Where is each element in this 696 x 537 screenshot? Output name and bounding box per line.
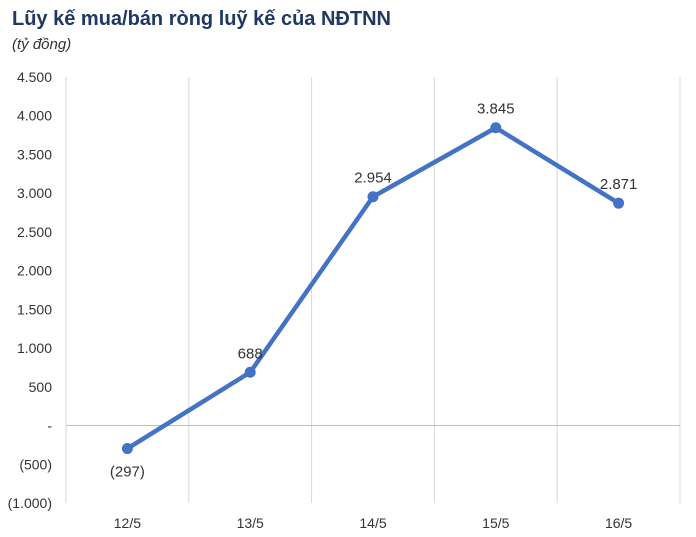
x-tick-label: 15/5 <box>482 515 509 531</box>
data-label: 2.871 <box>600 176 638 193</box>
y-tick-label: (500) <box>19 456 52 472</box>
data-label: (297) <box>110 464 145 481</box>
y-tick-label: 500 <box>29 379 53 395</box>
y-tick-label: 2.000 <box>17 263 52 279</box>
x-tick-label: 16/5 <box>605 515 632 531</box>
chart-title: Lũy kế mua/bán ròng luỹ kế của NĐTNN <box>12 8 391 30</box>
x-tick-label: 13/5 <box>237 515 264 531</box>
data-label: 2.954 <box>354 170 392 187</box>
y-tick-label: (1.000) <box>8 495 52 511</box>
data-point <box>367 191 379 203</box>
y-tick-label: 4.000 <box>17 108 52 124</box>
chart-subtitle: (tỷ đồng) <box>12 36 72 53</box>
x-tick-label: 12/5 <box>114 515 141 531</box>
data-point <box>490 122 502 134</box>
y-tick-label: - <box>47 418 52 434</box>
y-tick-label: 4.500 <box>17 69 52 85</box>
data-point <box>613 197 625 209</box>
y-tick-label: 1.500 <box>17 301 52 317</box>
x-tick-label: 14/5 <box>359 515 386 531</box>
y-tick-label: 3.000 <box>17 185 52 201</box>
data-label: 3.845 <box>477 101 515 118</box>
data-label: 688 <box>238 345 263 362</box>
y-tick-label: 3.500 <box>17 146 52 162</box>
y-tick-label: 1.000 <box>17 340 52 356</box>
data-point <box>121 443 133 455</box>
y-tick-label: 2.500 <box>17 224 52 240</box>
data-point <box>244 366 256 378</box>
